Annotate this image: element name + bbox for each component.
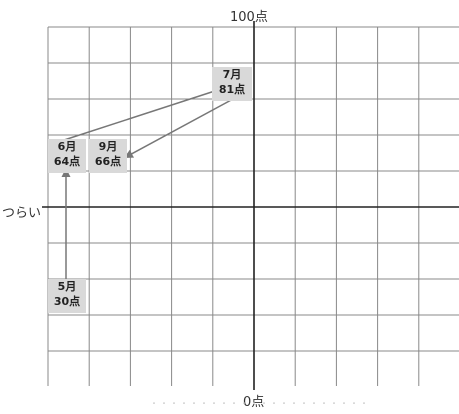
point-month: 5月 (57, 280, 77, 293)
point-score: 64点 (53, 155, 81, 168)
arrows (57, 86, 247, 282)
point-box-june: 6月 64点 (48, 139, 86, 173)
point-box-may: 5月 30点 (48, 279, 86, 313)
point-score: 66点 (94, 155, 122, 168)
point-score: 81点 (218, 83, 246, 96)
point-box-september: 9月 66点 (89, 139, 127, 173)
bottom-axis-label: 0点 (243, 395, 265, 410)
point-month: 6月 (57, 140, 77, 153)
faint-caption: ・・・・・・・・・・・・・・・・・・・・・・ (150, 399, 370, 406)
point-month: 9月 (98, 140, 118, 153)
left-axis-label: つらい (2, 206, 42, 221)
arrow-june-to-july (57, 86, 225, 143)
point-box-july: 7月 81点 (212, 67, 252, 101)
top-axis-label: 100点 (230, 10, 268, 25)
grid-lines (42, 21, 459, 390)
point-month: 7月 (222, 68, 242, 81)
arrow-july-to-september (123, 91, 247, 159)
point-score: 30点 (53, 295, 81, 308)
